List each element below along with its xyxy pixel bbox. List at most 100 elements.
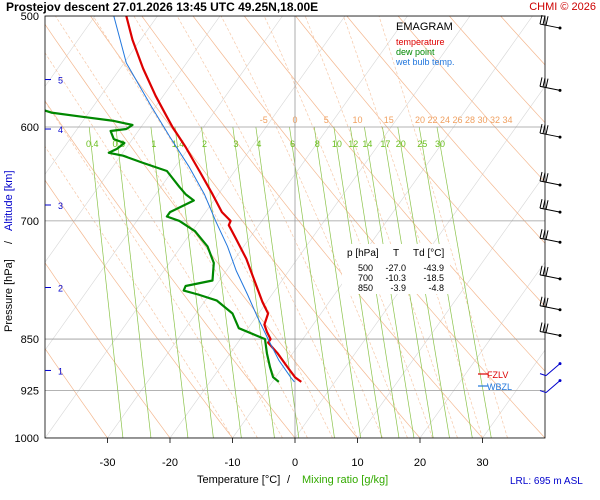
isotherm-label: 34: [502, 115, 512, 125]
moist-adiabat: [378, 16, 508, 438]
temperature-tick-label: -30: [100, 457, 116, 469]
pressure-tick-label: 700: [21, 216, 39, 228]
background-diagonal: [419, 261, 545, 438]
mixing-ratio-label: 25: [417, 139, 427, 149]
temperature-tick-label: 20: [414, 457, 426, 469]
table-row-t: -3.9: [390, 283, 406, 293]
mixing-ratio-label: 17: [380, 139, 390, 149]
dry-adiabat: [346, 16, 545, 244]
background-diagonal: [169, 16, 471, 438]
y-axis-title: Pressure [hPa] / Altitude [km]: [3, 170, 15, 332]
mixing-ratio-label: 20: [396, 139, 406, 149]
moist-adiabat: [45, 52, 283, 438]
isotherm-label: 30: [477, 115, 487, 125]
wind-barb-feather: [542, 15, 546, 25]
table-header-t: T: [393, 248, 399, 259]
wind-barb-feather: [545, 297, 549, 308]
moist-adiabat: [92, 16, 333, 438]
background-diagonal: [482, 349, 545, 438]
isotherm-label: 15: [384, 115, 394, 125]
legend-heading: EMAGRAM: [396, 21, 453, 33]
moist-adiabat: [176, 16, 383, 438]
legend-temperature: temperature: [396, 37, 445, 47]
mixing-ratio-label: 12: [348, 139, 358, 149]
dry-adiabat: [45, 179, 233, 438]
wind-barb-feather: [545, 16, 549, 26]
temperature-tick-label: 0: [292, 457, 298, 469]
wind-barb-feather: [542, 77, 546, 88]
background-diagonal: [107, 16, 408, 438]
moist-adiabat: [220, 16, 408, 438]
mixing-ratio-line: [255, 126, 300, 438]
fzlv-label: FZLV: [487, 370, 508, 380]
lrl-label: LRL: 695 m ASL: [510, 476, 583, 487]
table-row-p: 500: [358, 263, 373, 273]
moist-adiabat: [343, 16, 483, 438]
mixing-ratio-line: [150, 126, 189, 438]
wind-barb-feather: [545, 230, 549, 240]
background-diagonal: [45, 16, 158, 175]
temperature-tick-label: -10: [225, 457, 241, 469]
wbzl-label: WBZL: [487, 382, 512, 392]
altitude-tick-label: 2: [58, 284, 63, 294]
wind-barb-feather: [545, 266, 549, 277]
dry-adiabat: [397, 16, 545, 183]
wind-barb-feather: [539, 171, 543, 182]
background-diagonal: [294, 85, 545, 438]
altitude-tick-label: 5: [58, 76, 63, 86]
table-row-td: -4.8: [428, 283, 444, 293]
wind-barb-feather: [545, 173, 549, 183]
dry-adiabat: [141, 16, 483, 438]
table-row-t: -27.0: [385, 263, 406, 273]
background-diagonal: [45, 16, 221, 263]
isotherm-label: 10: [352, 115, 362, 125]
wind-barb-feather: [539, 14, 543, 25]
wind-barb-feather: [539, 198, 543, 209]
isotherm-label: 20: [415, 115, 425, 125]
wind-barb-feather: [545, 78, 549, 88]
pressure-tick-label: 500: [21, 11, 39, 23]
legend-wet-bulb: wet bulb temp.: [395, 57, 455, 67]
isotherm-label: 5: [324, 115, 329, 125]
table-row-t: -10.3: [385, 273, 406, 283]
mixing-ratio-label: 10: [332, 139, 342, 149]
table-row-p: 700: [358, 273, 373, 283]
temperature-tick-label: 10: [351, 457, 363, 469]
mixing-ratio-line: [289, 126, 335, 438]
mixing-ratio-line: [88, 126, 124, 438]
wind-barb-feather: [542, 322, 546, 333]
altitude-tick-label: 1: [58, 366, 63, 376]
wind-barb-staff: [545, 363, 561, 377]
moist-adiabat: [45, 145, 233, 438]
dry-adiabat: [45, 23, 358, 438]
moist-adiabat: [55, 16, 308, 438]
mixing-ratio-label: 2: [202, 139, 207, 149]
background-diagonal: [357, 173, 545, 438]
mixing-ratio-label: 30: [435, 139, 445, 149]
wind-barb-feather: [539, 373, 547, 377]
mixing-ratio-label: 14: [362, 139, 372, 149]
wind-barb-feather: [542, 124, 546, 134]
altitude-tick-label: 3: [58, 201, 63, 211]
isotherm-label: -5: [260, 115, 268, 125]
y-axis-altitude-title: Altitude [km]: [3, 170, 15, 231]
table-row-td: -18.5: [423, 273, 444, 283]
x-axis-title: Temperature [°C]: [197, 474, 280, 486]
sounding-profiles: [45, 16, 302, 383]
pressure-tick-label: 1000: [15, 433, 39, 445]
level-markers: FZLV WBZL: [478, 370, 512, 392]
isotherm-label: 32: [490, 115, 500, 125]
y-axis-sep: /: [3, 240, 15, 244]
mixing-ratio-line: [115, 126, 152, 438]
wind-barb-feather: [542, 297, 546, 307]
wind-barb-feather: [539, 390, 547, 394]
isotherm-label: 24: [440, 115, 450, 125]
background-diagonal: [45, 16, 283, 351]
y-axis-pressure-title: Pressure [hPa]: [3, 259, 15, 332]
mixing-ratio-line: [174, 126, 214, 438]
background-diagonal: [232, 16, 533, 438]
isotherm-label: 28: [465, 115, 475, 125]
dry-adiabat: [45, 262, 171, 438]
legend: EMAGRAM temperature dew point wet bulb t…: [395, 21, 455, 67]
